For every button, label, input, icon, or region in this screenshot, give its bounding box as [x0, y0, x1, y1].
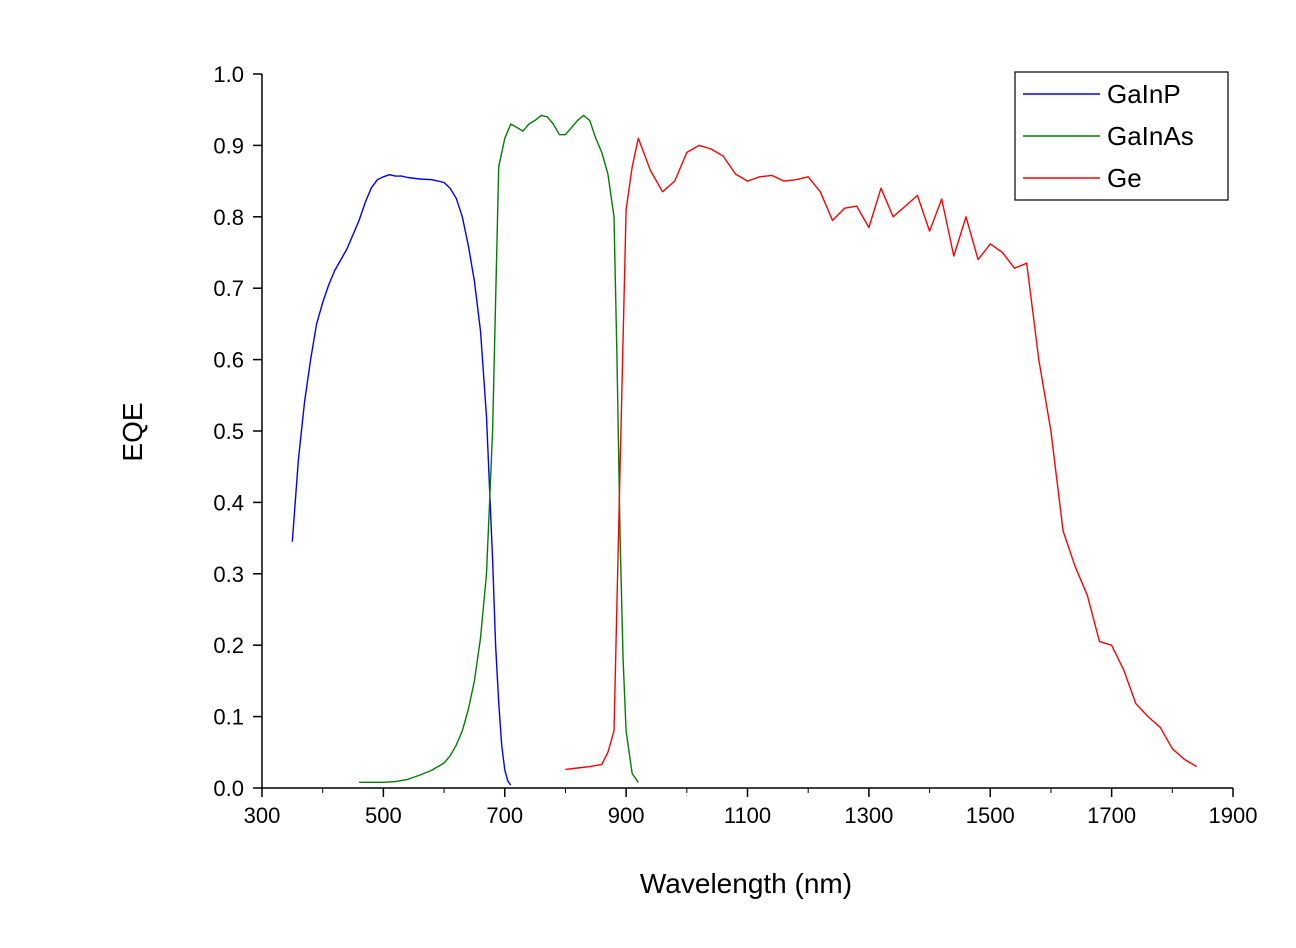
y-tick-label: 0.5 [213, 419, 244, 444]
series-line-ge [565, 137, 1197, 771]
legend-label-gainas: GaInAs [1107, 121, 1194, 151]
x-tick-label: 1300 [844, 803, 893, 828]
y-tick-label: 0.2 [213, 633, 244, 658]
y-tick-label: 0.3 [213, 562, 244, 587]
x-tick-label: 1100 [724, 803, 771, 828]
series-layer [291, 114, 1197, 786]
y-tick-label: 1.0 [213, 62, 244, 87]
axes-layer: 300 500 700 900 1100 1300 1500 1700 1900 0.0 0.1 0.… [213, 62, 1257, 828]
x-tick-label: 700 [486, 803, 523, 828]
x-tick-label: 500 [365, 803, 402, 828]
y-tick-label: 0.0 [213, 776, 244, 801]
x-tick-label: 1500 [966, 803, 1015, 828]
y-tick-label: 0.7 [213, 276, 244, 301]
x-tick-label: 300 [244, 803, 281, 828]
x-tick-label: 1700 [1087, 803, 1136, 828]
legend: GaInP GaInAs Ge [1014, 71, 1229, 201]
x-tick-label: 900 [608, 803, 645, 828]
series-line-gainas [359, 114, 639, 783]
y-tick-label: 0.8 [213, 205, 244, 230]
legend-label-ge: Ge [1107, 163, 1142, 193]
y-tick-label: 0.6 [213, 348, 244, 373]
series-line-gainp [291, 173, 512, 786]
y-tick-label: 0.4 [213, 490, 244, 515]
y-axis-title: EQE [117, 402, 148, 461]
y-tick-label: 0.9 [213, 133, 244, 158]
legend-label-gainp: GaInP [1107, 79, 1181, 109]
x-tick-label: 1900 [1209, 803, 1258, 828]
y-tick-label: 0.1 [213, 705, 244, 730]
x-axis-title: Wavelength (nm) [640, 868, 852, 899]
